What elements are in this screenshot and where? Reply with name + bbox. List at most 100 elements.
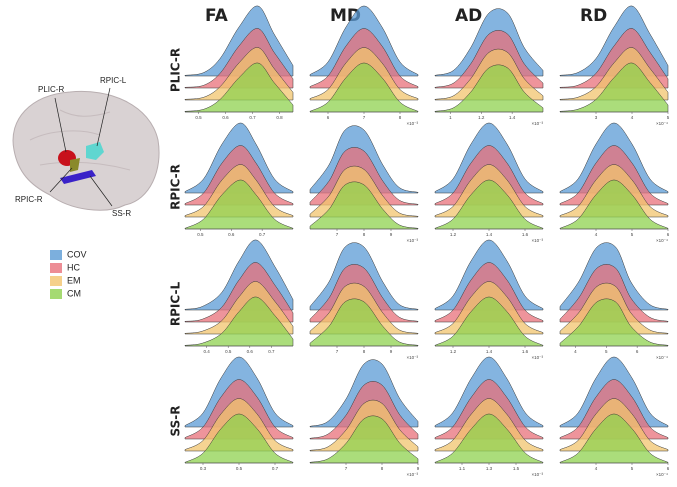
ridge-panel: 0.5 0.6 0.7 [184,122,294,237]
x-tick-label: 7 [336,232,339,237]
ridge-panel: 7 8 9×10⁻³ [309,242,418,360]
rpic-l-region [86,142,104,160]
ridge-panel: 0.5 0.6 0.7 0.8 [184,5,294,120]
x-tick-label: 0.5 [195,115,202,120]
x-tick-label: 8 [363,232,366,237]
x-tick-label: 0.8 [276,115,283,120]
x-tick-label: 5 [605,349,608,354]
x-tick-label: 0.3 [200,466,207,471]
density-ridge [434,413,544,464]
x-tick-label: 1.4 [509,115,516,120]
x-tick-label: 9 [417,466,420,471]
x-tick-label: 0.6 [247,349,254,354]
x-tick-label: 9 [390,349,393,354]
x-tick-label: 7 [363,115,366,120]
column-title: FA [205,6,229,26]
density-ridge [309,415,419,464]
x-axis-unit: ×10⁻³ [531,121,543,126]
brain-illustration: PLIC-R RPIC-L RPIC-R SS-R [12,76,160,218]
x-tick-label: 3 [595,115,598,120]
x-tick-label: 0.6 [228,232,235,237]
ridge-panel: 7 8 9×10⁻³ [309,359,420,477]
x-tick-label: 6 [636,349,639,354]
x-axis-unit: ×10⁻⁴ [656,472,668,477]
ridge-panel: 7 8 9 ×10⁻³ [309,125,419,243]
density-ridge [559,62,669,113]
density-ridge [184,296,294,347]
row-title: RPIC-L [169,282,183,327]
x-tick-label: 1.1 [459,466,466,471]
x-tick-label: 1.5 [513,466,520,471]
x-tick-label: 8 [363,349,366,354]
x-tick-label: 1.3 [486,466,493,471]
rpic-r-region [70,158,80,172]
x-axis-unit: ×10⁻⁴ [656,238,668,243]
x-axis-unit: ×10⁻³ [531,238,543,243]
x-tick-label: 0.7 [272,466,279,471]
x-tick-label: 0.5 [197,232,204,237]
x-tick-label: 1.6 [522,349,529,354]
density-ridge [559,413,669,464]
density-ridge [309,181,419,230]
legend-label: CM [67,288,81,298]
x-tick-label: 0.7 [268,349,275,354]
x-tick-label: 4 [574,349,577,354]
region-label: RPIC-R [15,195,43,204]
ridge-panel: 6 7 8 ×10⁻³ [309,5,418,126]
x-axis-unit: ×10⁻³ [406,472,418,477]
ss-region [60,170,96,184]
region-label: PLIC-R [38,85,64,94]
x-tick-label: 6 [667,466,670,471]
x-tick-label: 0.4 [203,349,210,354]
density-ridge [434,179,544,230]
x-axis-unit: ×10⁻³ [531,355,543,360]
ridge-panel: 4 5 6×10⁻⁴ [559,356,670,477]
x-axis-unit: ×10⁻⁴ [656,121,668,126]
ridge-panel: 1.2 1.4 1.6×10⁻³ [434,239,544,360]
x-axis-unit: ×10⁻³ [406,238,418,243]
x-axis-unit: ×10⁻⁴ [656,355,668,360]
x-tick-label: 9 [390,232,393,237]
row-title: PLIC-R [169,48,183,92]
x-tick-label: 0.5 [225,349,232,354]
x-tick-label: 8 [399,115,402,120]
density-ridge [434,296,544,347]
x-tick-label: 0.7 [249,115,256,120]
legend-swatch [50,276,62,286]
x-tick-label: 7 [345,466,348,471]
column-title: RD [580,6,607,26]
ridge-panel: 3 4 5×10⁻⁴ [559,5,670,126]
x-tick-label: 5 [631,232,634,237]
density-ridge [184,179,294,230]
density-ridge [184,413,294,464]
region-label: RPIC-L [100,76,127,85]
legend-label: HC [67,262,80,272]
density-ridge [559,298,669,347]
x-tick-label: 5 [631,466,634,471]
ridge-panel: 0.3 0.5 0.7 [184,356,294,471]
x-tick-label: 1.2 [450,232,457,237]
x-tick-label: 0.6 [222,115,229,120]
x-tick-label: 5 [667,115,670,120]
x-tick-label: 0.7 [259,232,266,237]
x-tick-label: 0.5 [236,466,243,471]
column-title: AD [455,6,482,26]
x-tick-label: 1 [449,115,452,120]
legend: COV HC EM CM [50,249,87,299]
x-tick-label: 8 [381,466,384,471]
x-tick-label: 4 [631,115,634,120]
density-ridge [559,179,669,230]
ridge-panel: 1 1.2 1.4 ×10⁻³ [434,8,544,126]
ridge-panel: 1.1 1.3 1.5 ×10⁻³ [434,356,544,477]
x-axis-unit: ×10⁻³ [531,472,543,477]
row-title: RPIC-R [169,164,183,210]
x-axis-unit: ×10⁻³ [406,121,418,126]
x-tick-label: 1.2 [450,349,457,354]
x-tick-label: 1.2 [478,115,485,120]
x-tick-label: 6 [667,232,670,237]
x-tick-label: 6 [327,115,330,120]
legend-label: COV [67,249,87,259]
density-ridge [434,64,544,113]
legend-swatch [50,250,62,260]
